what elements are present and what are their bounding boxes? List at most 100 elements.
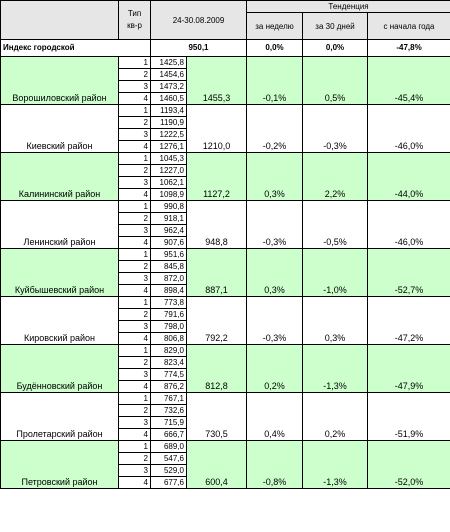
price-value: 1222,5 (150, 128, 187, 141)
table-row: Куйбышевский район 1 951,6 887,1 0,3% -1,0% -5… (0, 248, 450, 297)
table-row: 2 1227,0 (1, 164, 450, 177)
price-value: 823,4 (150, 356, 187, 369)
header-trend: Тенденция (246, 0, 450, 13)
apartment-type: 1 (118, 56, 151, 69)
table-row: 3 1222,5 (1, 128, 450, 141)
price-value: 1425,8 (150, 56, 187, 69)
price-value: 1193,4 (150, 104, 187, 117)
district-rows: Ворошиловский район 1 1425,8 1455,3 -0,1% 0,5… (0, 56, 450, 489)
apartment-type: 3 (118, 224, 151, 237)
apartment-type: 2 (118, 260, 151, 273)
district-week-change: -0,8% (246, 440, 304, 489)
header-empty (0, 0, 119, 40)
table-row: Кировский район 1 773,8 792,2 -0,3% 0,3% -47,2… (0, 296, 450, 345)
apartment-type: 3 (118, 176, 151, 189)
table-row: 2 1454,6 (1, 68, 450, 81)
apartment-type: 2 (118, 212, 151, 225)
price-value: 1045,3 (150, 152, 187, 165)
price-value: 951,6 (150, 248, 187, 261)
district-week-change: 0,3% (246, 152, 304, 201)
apartment-type: 3 (118, 128, 151, 141)
table-row: Ворошиловский район 1 1425,8 1455,3 -0,1% 0,5… (0, 56, 450, 105)
apartment-type: 4 (118, 92, 151, 105)
price-value: 1062,1 (150, 176, 187, 189)
price-value: 1190,9 (150, 116, 187, 129)
district-average: 1127,2 (185, 152, 248, 201)
district-30days-change: -0,3% (302, 104, 369, 153)
district-year-change: -46,0% (367, 200, 450, 249)
price-value: 689,0 (150, 440, 187, 453)
price-value: 907,6 (150, 236, 187, 249)
price-value: 773,8 (150, 296, 187, 309)
price-value: 666,7 (150, 428, 187, 441)
price-value: 962,4 (150, 224, 187, 237)
district-average: 887,1 (185, 248, 248, 297)
table-row: 4 677,6 (1, 476, 450, 489)
apartment-type: 3 (118, 416, 151, 429)
table-row: 4 1460,5 (1, 92, 450, 105)
table-row: 3 962,4 (1, 224, 450, 237)
price-value: 872,0 (150, 272, 187, 285)
district-30days-change: 0,5% (302, 56, 369, 105)
district-30days-change: 0,2% (302, 392, 369, 441)
apartment-type: 2 (118, 164, 151, 177)
apartment-type: 4 (118, 236, 151, 249)
table-row: 4 876,2 (1, 380, 450, 393)
district-year-change: -44,0% (367, 152, 450, 201)
district-average: 812,8 (185, 344, 248, 393)
price-value: 918,1 (150, 212, 187, 225)
district-week-change: -0,1% (246, 56, 304, 105)
district-name: Куйбышевский район (0, 248, 119, 297)
price-value: 990,8 (150, 200, 187, 213)
table-row: 4 907,6 (1, 236, 450, 249)
price-table: Тип кв-р 24-30.08.2009 Тенденция за неде… (0, 0, 450, 489)
index-week: 0,0% (246, 39, 304, 57)
apartment-type: 4 (118, 380, 151, 393)
district-30days-change: 0,3% (302, 296, 369, 345)
district-week-change: 0,2% (246, 344, 304, 393)
table-row: 2 918,1 (1, 212, 450, 225)
district-30days-change: 2,2% (302, 152, 369, 201)
apartment-type: 4 (118, 476, 151, 489)
price-value: 829,0 (150, 344, 187, 357)
price-value: 1227,0 (150, 164, 187, 177)
apartment-type: 3 (118, 80, 151, 93)
district-week-change: 0,4% (246, 392, 304, 441)
apartment-type: 1 (118, 440, 151, 453)
district-average: 730,5 (185, 392, 248, 441)
price-value: 806,8 (150, 332, 187, 345)
price-value: 529,0 (150, 464, 187, 477)
table-row: 2 1190,9 (1, 116, 450, 129)
table-row: Будённовский район 1 829,0 812,8 0,2% -1,3% -4… (0, 344, 450, 393)
price-value: 1276,1 (150, 140, 187, 153)
district-name: Киевский район (0, 104, 119, 153)
header-30days: за 30 дней (302, 12, 369, 40)
table-row: Калининский район 1 1045,3 1127,2 0,3% 2,2% -4… (0, 152, 450, 201)
price-value: 1454,6 (150, 68, 187, 81)
apartment-type: 4 (118, 332, 151, 345)
apartment-type: 2 (118, 404, 151, 417)
price-value: 774,5 (150, 368, 187, 381)
table-row: 4 1276,1 (1, 140, 450, 153)
apartment-type: 1 (118, 152, 151, 165)
district-30days-change: -1,3% (302, 344, 369, 393)
district-year-change: -46,0% (367, 104, 450, 153)
apartment-type: 3 (118, 368, 151, 381)
district-week-change: -0,3% (246, 296, 304, 345)
header-year-start: с начала года (367, 12, 450, 40)
district-average: 792,2 (185, 296, 248, 345)
table-row: Петровский район 1 689,0 600,4 -0,8% -1,3% -52… (0, 440, 450, 489)
price-value: 1460,5 (150, 92, 187, 105)
apartment-type: 2 (118, 308, 151, 321)
apartment-type: 4 (118, 428, 151, 441)
header-period: 24-30.08.2009 (149, 0, 248, 40)
apartment-type: 3 (118, 272, 151, 285)
price-value: 876,2 (150, 380, 187, 393)
table-row: 2 732,6 (1, 404, 450, 417)
index-label: Индекс городской (0, 39, 151, 57)
table-row: 4 898,4 (1, 284, 450, 297)
price-value: 791,6 (150, 308, 187, 321)
index-30days: 0,0% (302, 39, 369, 57)
price-value: 798,0 (150, 320, 187, 333)
apartment-type: 4 (118, 140, 151, 153)
